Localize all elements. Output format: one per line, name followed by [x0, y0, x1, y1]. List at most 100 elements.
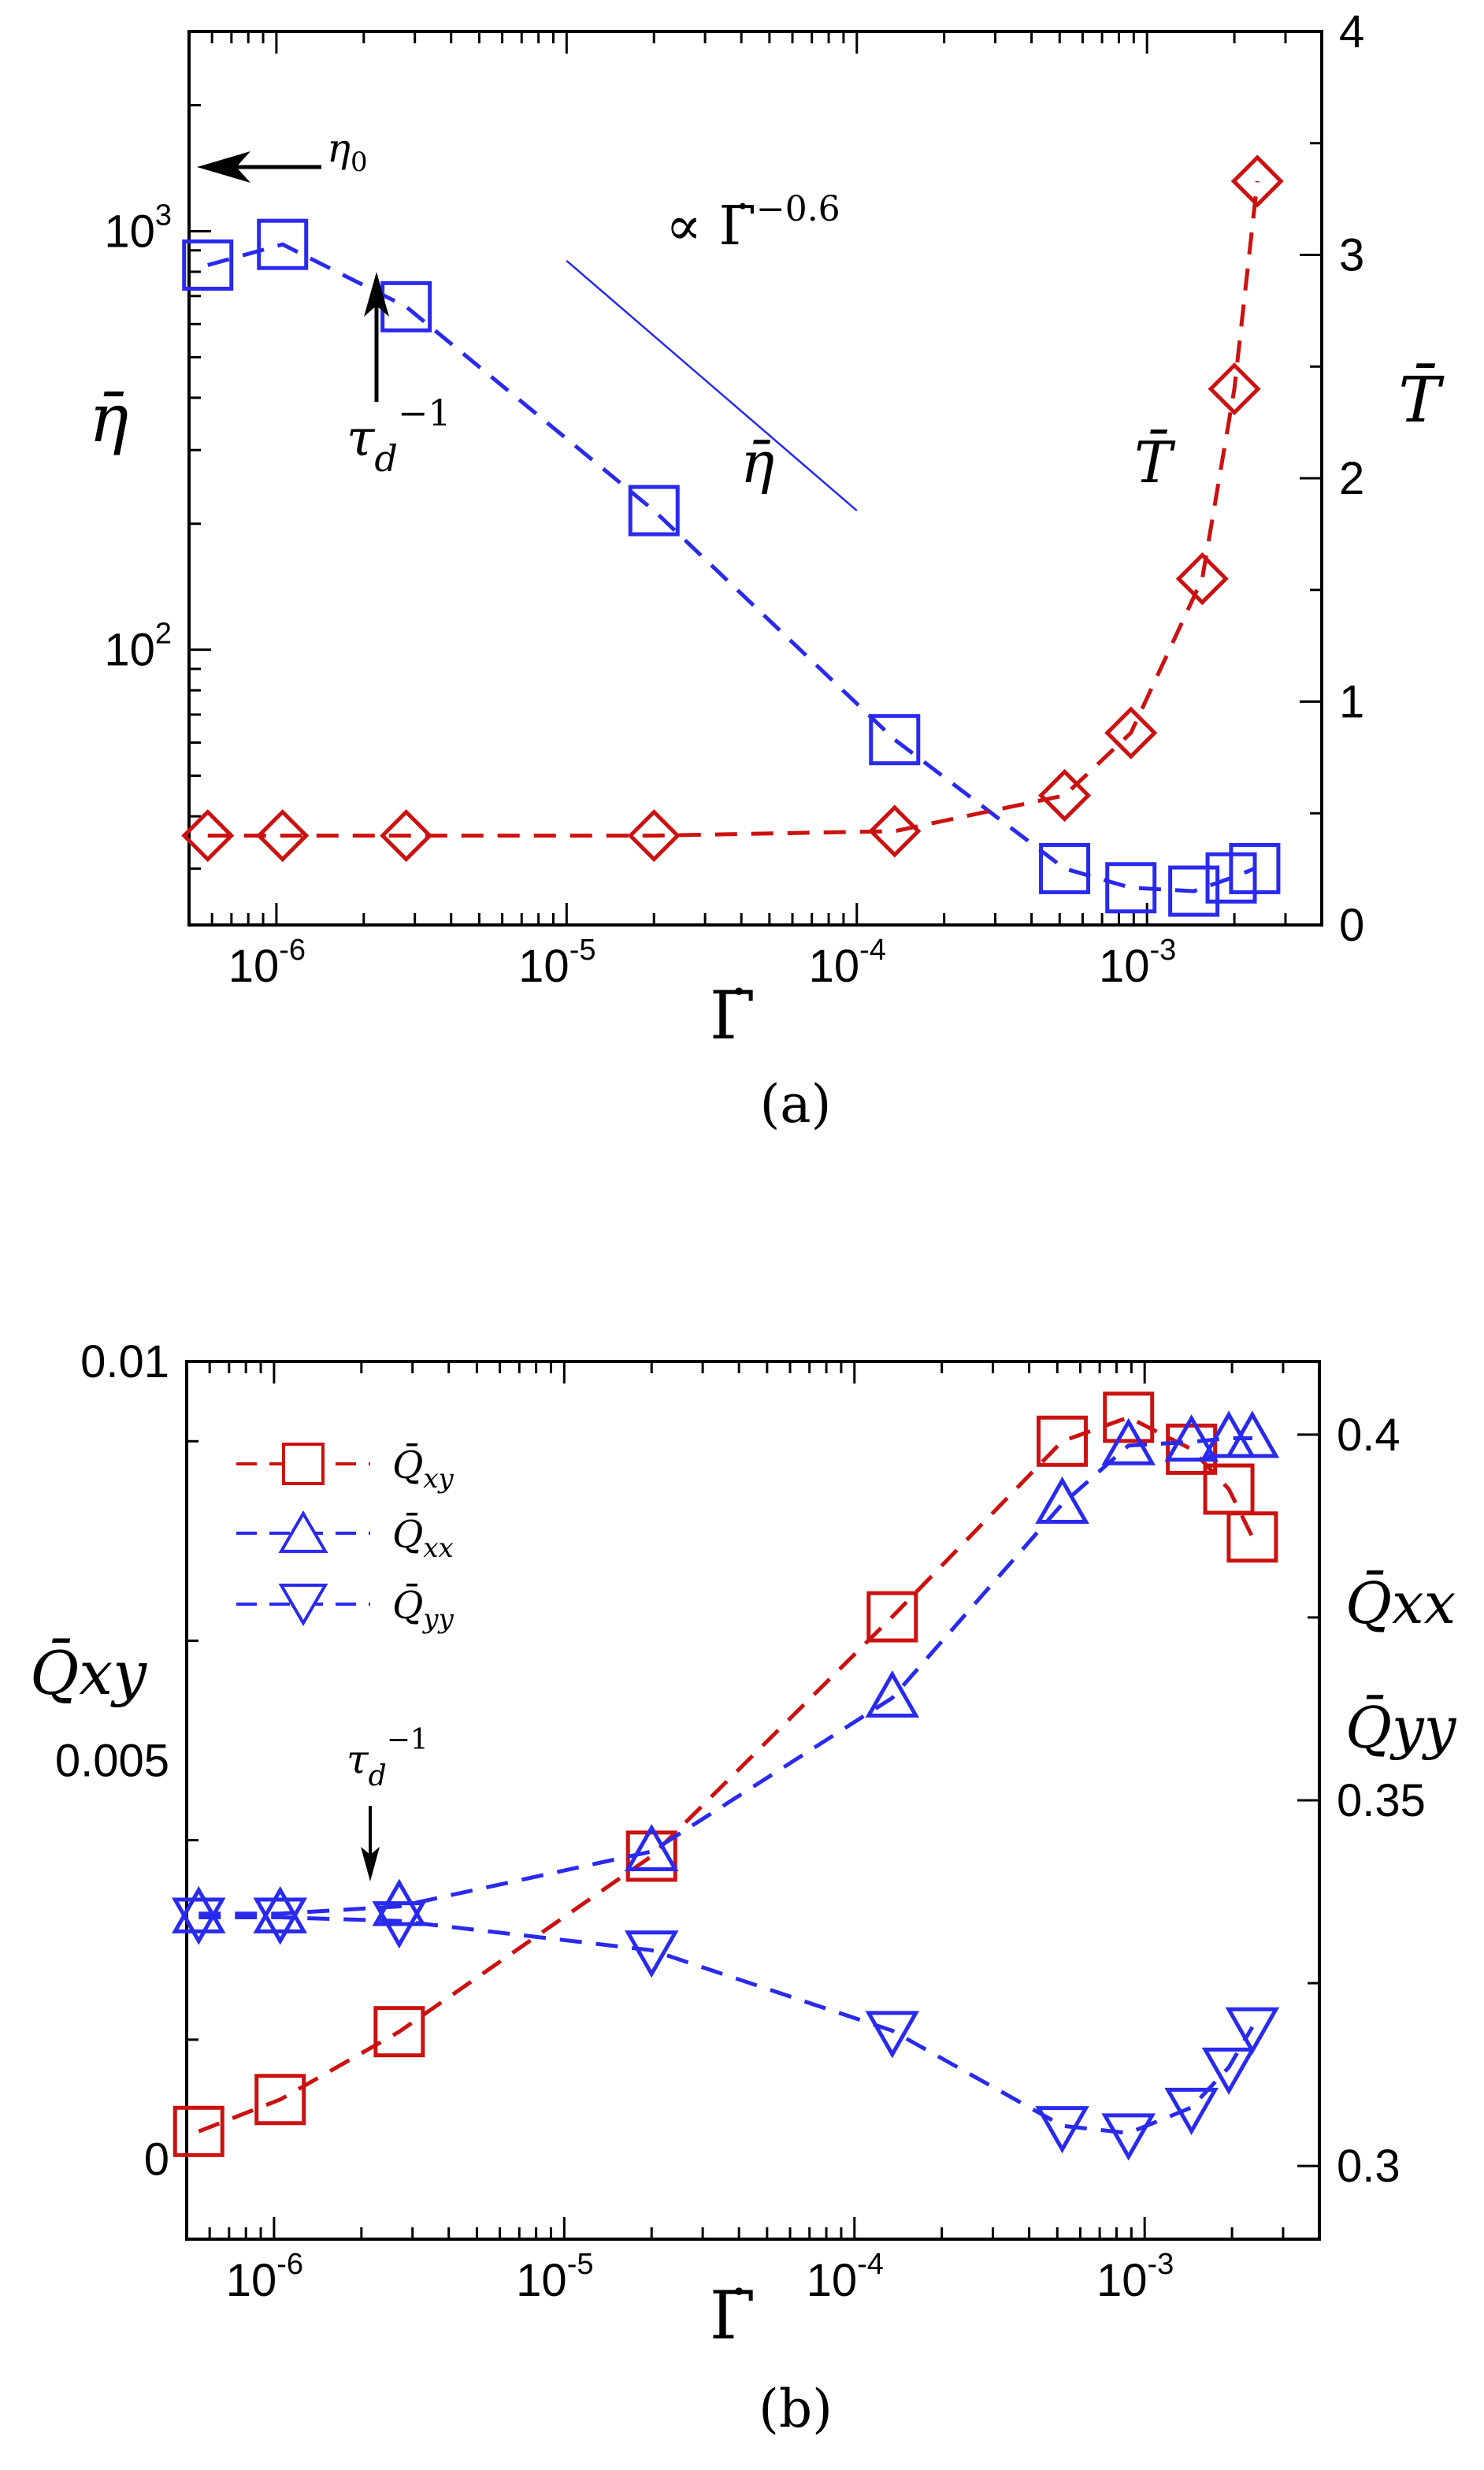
panel-a-right-tick-labels: 0 1 2 3 4 — [1339, 6, 1364, 951]
data-point-1-0 — [1037, 1415, 1089, 1467]
panel-b-label: (b) — [759, 2379, 833, 2439]
panel-a-left-tick-labels: 102 103 — [104, 199, 172, 675]
tau-d-label-a: τd−1 — [347, 392, 451, 480]
x-tick-label: 10-3 — [1099, 934, 1176, 992]
legend-label-qxx: Q̄xx — [392, 1511, 454, 1564]
panel-b-series — [171, 1391, 1280, 2161]
series-line-1-0 — [198, 1415, 1255, 2134]
data-point-1-0 — [373, 2006, 425, 2058]
data-point-0-0 — [1229, 842, 1281, 894]
slope-label: ∝ Γ̇−0.6 — [666, 189, 840, 258]
eta0-annotation: η0 — [197, 125, 368, 183]
legend-label-qxy: Q̄xy — [392, 1442, 454, 1495]
slope-guide — [566, 260, 858, 512]
eta0-arrow-head — [197, 151, 250, 183]
panel-a-right-axis-label: T̄ — [1398, 362, 1445, 436]
tau-d-label-b: τd−1 — [347, 1724, 429, 1792]
data-point-0-1 — [1038, 769, 1092, 823]
right-tick-label: 3 — [1339, 230, 1364, 281]
panel-b-frame — [185, 1360, 1321, 2241]
panel-a-label: (a) — [760, 1074, 832, 1135]
x-tick-label: 10-5 — [518, 934, 595, 992]
series-line-1-2 — [198, 1915, 1255, 2135]
data-point-0-1 — [380, 809, 433, 863]
data-point-0-1 — [1175, 552, 1229, 606]
data-point-1-2 — [1101, 2113, 1156, 2161]
right-tick-label: 0.3 — [1337, 2141, 1401, 2192]
legend-marker-qxx — [278, 1510, 328, 1553]
panel-b-left-tick-labels: 0 0.005 0.01 — [55, 1336, 169, 2186]
tau-d-arrow-head-b — [361, 1847, 380, 1881]
left-tick-label: 103 — [104, 199, 172, 257]
panel-b-right-tick-labels: 0.3 0.35 0.4 — [1337, 1410, 1426, 2192]
right-tick-label: 0.4 — [1337, 1410, 1401, 1461]
series-line-0-1 — [207, 180, 1260, 838]
data-point-1-0 — [173, 2105, 224, 2157]
slope-guide-line — [566, 260, 858, 512]
panel-a: 10-6 10-5 10-4 10-3 102 103 0 1 2 3 4 Γ̇ η̄ T̄ η… — [89, 6, 1445, 1135]
data-point-0-0 — [182, 239, 234, 291]
data-point-0-1 — [181, 809, 235, 863]
data-point-1-2 — [1225, 2007, 1280, 2055]
right-tick-label: 1 — [1339, 677, 1364, 728]
data-point-0-0 — [869, 714, 921, 766]
right-tick-label: 2 — [1339, 453, 1364, 504]
legend-label-qyy: Q̄yy — [392, 1582, 454, 1635]
data-point-1-0 — [254, 2074, 306, 2126]
data-point-1-2 — [865, 2011, 920, 2059]
right-tick-label: 0.35 — [1337, 1775, 1426, 1826]
right-tick-label: 4 — [1339, 6, 1364, 58]
legend-entry-qxx: Q̄xx — [236, 1510, 454, 1564]
data-point-0-1 — [868, 804, 922, 858]
panel-b: 10-6 10-5 10-4 10-3 0 0.005 0.01 0.3 0.35 0.4 Γ… — [30, 1336, 1457, 2439]
panel-a-x-axis-label: Γ̇ — [710, 977, 755, 1054]
left-tick-label: 0.005 — [55, 1735, 169, 1786]
legend-entry-qyy: Q̄yy — [236, 1582, 454, 1635]
data-point-0-0 — [1105, 862, 1157, 914]
data-point-1-2 — [253, 1897, 308, 1945]
tau-d-annotation-b: τd−1 — [347, 1724, 429, 1881]
data-point-1-1 — [1035, 1476, 1089, 1525]
left-tick-label: 0 — [144, 2134, 169, 2186]
data-point-1-1 — [865, 1670, 920, 1718]
data-point-1-1 — [624, 1823, 679, 1871]
panel-a-ticks — [187, 30, 1323, 927]
x-tick-label: 10-4 — [809, 934, 886, 992]
panel-b-right-axis-label-yy: Q̄yy — [1345, 1694, 1457, 1761]
panel-b-right-axis-label-xx: Q̄xx — [1345, 1569, 1456, 1636]
data-point-1-2 — [1035, 2106, 1089, 2154]
legend-entry-qxy: Q̄xy — [236, 1442, 454, 1495]
data-point-1-0 — [1226, 1511, 1278, 1563]
data-point-1-1 — [1225, 1410, 1280, 1458]
eta-curve-label: η̄ — [740, 429, 774, 496]
panel-b-x-tick-labels: 10-6 10-5 10-4 10-3 — [226, 2248, 1174, 2306]
left-tick-label: 102 — [104, 618, 172, 676]
tau-d-arrow-head-a — [364, 272, 389, 317]
panel-a-series — [181, 154, 1284, 917]
x-tick-label: 10-5 — [516, 2248, 593, 2306]
panel-b-ticks — [185, 1361, 1321, 2241]
data-point-1-2 — [1164, 2087, 1219, 2135]
left-tick-label: 0.01 — [80, 1336, 169, 1387]
panel-b-left-axis-label: Q̄xy — [30, 1637, 147, 1708]
legend-marker-qxy — [282, 1443, 325, 1485]
data-point-0-1 — [1208, 362, 1261, 416]
panel-a-frame — [187, 30, 1323, 927]
data-point-0-1 — [256, 809, 310, 863]
panel-a-left-axis-label: η̄ — [89, 380, 128, 457]
series-line-0-0 — [207, 242, 1256, 893]
x-tick-label: 10-3 — [1096, 2248, 1174, 2306]
data-point-1-1 — [1101, 1417, 1156, 1465]
x-tick-label: 10-6 — [228, 934, 306, 992]
panel-b-x-axis-label: Γ̇ — [710, 2277, 755, 2354]
data-point-0-0 — [1168, 865, 1220, 917]
data-point-0-0 — [628, 485, 680, 537]
data-point-1-2 — [624, 1930, 679, 1978]
data-point-1-0 — [866, 1591, 918, 1643]
data-point-1-1 — [1164, 1414, 1219, 1462]
data-point-1-1 — [171, 1885, 226, 1933]
data-point-0-1 — [1230, 154, 1284, 208]
data-point-1-0 — [1166, 1423, 1218, 1475]
